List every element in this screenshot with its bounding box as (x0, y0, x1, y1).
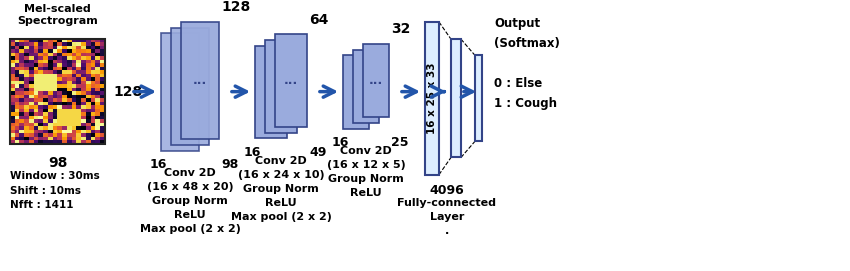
Polygon shape (161, 33, 199, 151)
Bar (475, 55, 482, 141)
Text: 25: 25 (391, 137, 409, 150)
Text: ...: ... (369, 74, 383, 87)
Text: 49: 49 (309, 146, 326, 159)
Text: Conv 2D
(16 x 48 x 20)
Group Norm
ReLU
Max pool (2 x 2): Conv 2D (16 x 48 x 20) Group Norm ReLU M… (139, 168, 241, 234)
Bar (425, 22, 439, 175)
Text: 16 x 25 x 33: 16 x 25 x 33 (427, 63, 437, 134)
Polygon shape (171, 28, 209, 145)
Text: Conv 2D
(16 x 12 x 5)
Group Norm
ReLU: Conv 2D (16 x 12 x 5) Group Norm ReLU (326, 146, 405, 198)
Bar (10, 39, 105, 144)
Text: 16: 16 (332, 137, 348, 150)
Text: 98: 98 (221, 159, 238, 172)
Text: Window : 30ms
Shift : 10ms
Nfft : 1411: Window : 30ms Shift : 10ms Nfft : 1411 (10, 171, 99, 210)
Polygon shape (265, 40, 297, 133)
Polygon shape (343, 55, 369, 129)
Text: 16: 16 (150, 159, 167, 172)
Text: 4096: 4096 (429, 184, 464, 197)
Polygon shape (255, 46, 287, 138)
Bar (451, 39, 461, 157)
Text: Fully-connected
Layer
.: Fully-connected Layer . (398, 198, 496, 235)
Text: 128: 128 (113, 85, 142, 99)
Text: Mel-scaled
Spectrogram: Mel-scaled Spectrogram (17, 4, 98, 26)
Text: 98: 98 (48, 156, 67, 170)
Polygon shape (353, 50, 379, 123)
Text: 32: 32 (391, 22, 411, 36)
Polygon shape (181, 22, 219, 139)
Text: ...: ... (193, 74, 207, 87)
Text: 16: 16 (243, 146, 261, 159)
Text: Conv 2D
(16 x 24 x 10)
Group Norm
ReLU
Max pool (2 x 2): Conv 2D (16 x 24 x 10) Group Norm ReLU M… (230, 156, 332, 222)
Text: 128: 128 (221, 0, 250, 14)
Polygon shape (275, 34, 307, 127)
Text: ...: ... (284, 74, 298, 87)
Text: 64: 64 (309, 13, 328, 27)
Polygon shape (363, 44, 389, 117)
Text: Output
(Softmax)

0 : Else
1 : Cough: Output (Softmax) 0 : Else 1 : Cough (494, 17, 560, 109)
